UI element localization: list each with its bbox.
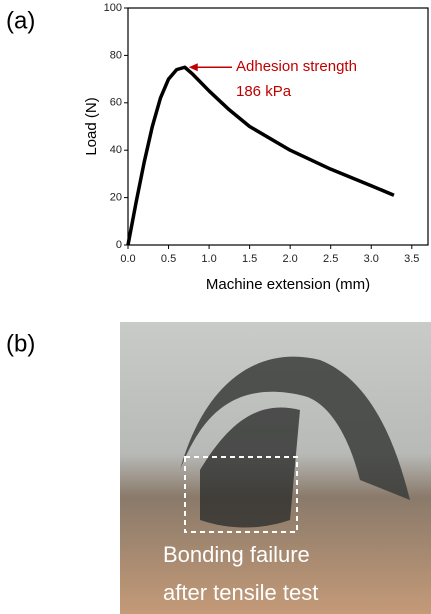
x-tick-label: 0.0 — [120, 253, 135, 265]
y-tick-label: 80 — [110, 49, 122, 61]
annotation-arrowhead — [188, 63, 198, 72]
data-line — [126, 65, 395, 246]
y-tick-label: 0 — [116, 239, 122, 251]
panel-label: (a) — [6, 7, 35, 34]
y-tick-label: 60 — [110, 97, 122, 109]
highlight-box — [184, 456, 298, 533]
x-tick-label: 2.0 — [283, 253, 298, 265]
annotation: 186 kPa — [236, 83, 292, 100]
annotation: Adhesion strength — [236, 58, 357, 75]
y-tick-label: 100 — [104, 2, 122, 14]
x-tick-label: 3.0 — [364, 253, 379, 265]
photo: Bonding failure after tensile test — [120, 322, 431, 614]
y-tick-label: 40 — [110, 144, 122, 156]
caption: Bonding failure — [163, 542, 310, 567]
x-tick-label: 1.5 — [242, 253, 257, 265]
x-tick-label: 1.0 — [201, 253, 216, 265]
panel-label: (b) — [6, 330, 35, 357]
chart: 0 20 40 60 80 100 0.0 0.5 1.0 1.5 2.0 2.5 3.0 3.5 Mach… — [83, 2, 429, 293]
x-tick-label: 2.5 — [323, 253, 338, 265]
y-tick-label: 20 — [110, 192, 122, 204]
plot-frame — [127, 7, 429, 246]
x-tick-label: 3.5 — [404, 253, 419, 265]
x-axis-label: Machine extension (mm) — [206, 276, 370, 293]
film — [180, 356, 410, 500]
caption: after tensile test — [163, 580, 318, 605]
film-shadow — [200, 407, 300, 528]
y-axis-label: Load (N) — [83, 97, 100, 155]
x-tick-label: 0.5 — [161, 253, 176, 265]
